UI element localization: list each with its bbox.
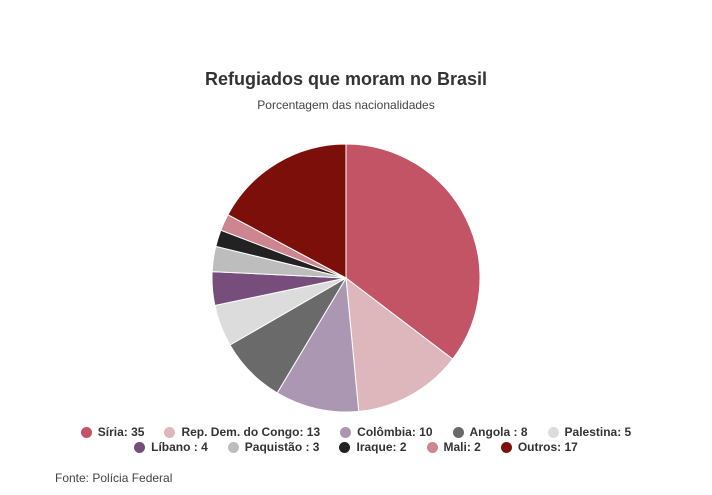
legend-label: Rep. Dem. do Congo: 13 [181, 425, 321, 439]
legend-swatch [80, 426, 92, 438]
legend-swatch [547, 426, 559, 438]
legend-swatch [452, 426, 464, 438]
legend-label: Iraque: 2 [356, 440, 407, 454]
chart-subtitle: Porcentagem das nacionalidades [257, 98, 434, 112]
legend-row: Síria: 35 Rep. Dem. do Congo: 13 Colômbia:… [40, 425, 672, 439]
legend-swatch [500, 441, 512, 453]
legend-label: Paquistão : 3 [244, 440, 320, 454]
chart-title: Refugiados que moram no Brasil [205, 69, 487, 89]
legend-label: Síria: 35 [97, 425, 145, 439]
legend-item: Palestina: 5 [547, 425, 632, 439]
legend-label: Palestina: 5 [564, 425, 632, 439]
legend-label: Outros: 17 [517, 440, 578, 454]
pie-slice [227, 143, 347, 279]
legend-item: Iraque: 2 [339, 440, 407, 454]
pie-slice [345, 143, 481, 360]
pie-slice [345, 276, 454, 412]
legend-swatch [164, 426, 176, 438]
legend-item: Angola : 8 [452, 425, 528, 439]
pie-slice [276, 276, 360, 413]
legend-item: Colômbia: 10 [340, 425, 433, 439]
legend-item: Paquistão : 3 [227, 440, 320, 454]
source: Fonte: Polícia Federal [55, 471, 173, 485]
legend-label: Colômbia: 10 [357, 425, 433, 439]
legend-label: Mali: 2 [443, 440, 481, 454]
legend-item: Síria: 35 [80, 425, 145, 439]
legend-swatch [227, 441, 239, 453]
legend-swatch [339, 441, 351, 453]
legend-label: Líbano : 4 [151, 440, 208, 454]
legend-item: Rep. Dem. do Congo: 13 [164, 425, 320, 439]
legend-swatch [340, 426, 352, 438]
legend-item: Mali: 2 [426, 440, 481, 454]
legend-swatch [134, 441, 146, 453]
legend-item: Líbano : 4 [134, 440, 208, 454]
legend-row: Líbano : 4 Paquistão : 3 Iraque: 2 Mali: 2 O… [40, 440, 672, 454]
legend-label: Angola : 8 [469, 425, 528, 439]
legend-swatch [426, 441, 438, 453]
legend-item: Outros: 17 [500, 440, 578, 454]
